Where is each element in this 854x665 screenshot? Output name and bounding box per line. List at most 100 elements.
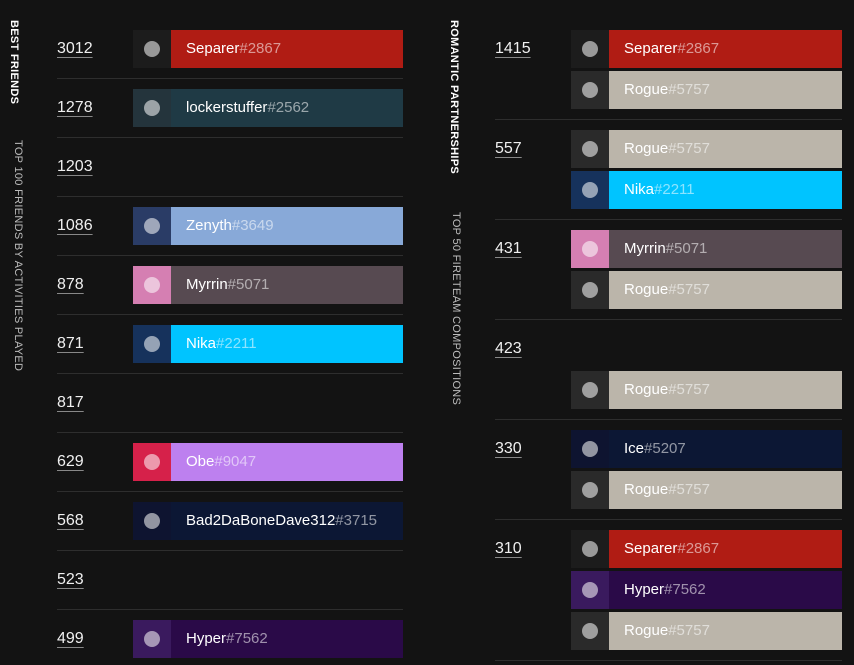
player-emblem[interactable] — [571, 571, 609, 609]
player-card[interactable]: Rogue#5757 — [609, 612, 842, 650]
player-card[interactable]: Rogue#5757 — [609, 71, 842, 109]
player-emblem[interactable] — [571, 30, 609, 68]
player-name: Rogue — [624, 481, 669, 498]
player-emblem[interactable] — [133, 325, 171, 363]
player-card[interactable]: Hyper#7562 — [171, 620, 403, 658]
player-name: Zenyth — [186, 217, 232, 234]
player-tag: #7562 — [664, 581, 706, 598]
activity-count: 568 — [57, 512, 84, 529]
player-emblem[interactable] — [133, 502, 171, 540]
separator — [495, 660, 842, 661]
player-card[interactable]: Ice#5207 — [609, 430, 842, 468]
player-emblem[interactable] — [571, 612, 609, 650]
player-card[interactable]: Zenyth#3649 — [171, 207, 403, 245]
player-emblem[interactable] — [133, 266, 171, 304]
player-tag: #3649 — [231, 217, 274, 234]
player-tag: #5757 — [668, 381, 710, 398]
player-card[interactable]: Rogue#5757 — [609, 371, 842, 409]
player-emblem[interactable] — [571, 371, 609, 409]
activity-count: 310 — [495, 540, 522, 557]
player-emblem[interactable] — [133, 207, 171, 245]
separator — [57, 609, 403, 610]
player-tag: #5071 — [665, 240, 708, 257]
player-tag: #5757 — [668, 281, 710, 298]
section-title: ROMANTIC PARTNERSHIPS — [448, 20, 460, 174]
player-emblem[interactable] — [133, 443, 171, 481]
player-emblem[interactable] — [133, 620, 171, 658]
player-card[interactable]: Nika#2211 — [171, 325, 403, 363]
activity-count: 817 — [57, 394, 84, 411]
activity-count: 1415 — [495, 40, 531, 57]
player-tag: #5757 — [668, 622, 710, 639]
player-emblem[interactable] — [571, 230, 609, 268]
player-tag: #5207 — [644, 440, 686, 457]
player-name: Myrrin — [186, 276, 228, 293]
separator — [495, 419, 842, 420]
player-tag: #2211 — [216, 335, 257, 352]
player-emblem[interactable] — [571, 130, 609, 168]
activity-count: 878 — [57, 276, 84, 293]
player-tag: #5071 — [227, 276, 270, 293]
separator — [57, 432, 403, 433]
player-name: Separer — [624, 540, 678, 557]
activity-count: 499 — [57, 630, 84, 647]
player-card[interactable]: Myrrin#5071 — [171, 266, 403, 304]
section-subtitle: TOP 100 FRIENDS BY ACTIVITIES PLAYED — [12, 140, 24, 372]
player-tag: #2562 — [267, 99, 310, 116]
section-subtitle: TOP 50 FIRETEAM COMPOSITIONS — [450, 212, 462, 406]
player-card[interactable]: Rogue#5757 — [609, 471, 842, 509]
player-card[interactable]: Myrrin#5071 — [609, 230, 842, 268]
player-name: Separer — [186, 40, 240, 57]
player-card[interactable]: Separer#2867 — [171, 30, 403, 68]
activity-count: 330 — [495, 440, 522, 457]
player-emblem[interactable] — [571, 430, 609, 468]
player-card[interactable]: Bad2DaBoneDave312#3715 — [171, 502, 403, 540]
player-name: Separer — [624, 40, 678, 57]
player-tag: #5757 — [668, 481, 710, 498]
player-name: Nika — [186, 335, 217, 352]
separator — [57, 314, 403, 315]
player-name: Rogue — [624, 622, 669, 639]
activity-count: 3012 — [57, 40, 93, 57]
separator — [57, 196, 403, 197]
player-tag: #2867 — [677, 540, 720, 557]
player-tag: #5757 — [668, 81, 710, 98]
player-card[interactable]: Separer#2867 — [609, 530, 842, 568]
player-emblem[interactable] — [571, 530, 609, 568]
player-emblem[interactable] — [571, 271, 609, 309]
player-card[interactable]: Nika#2211 — [609, 171, 842, 209]
player-emblem[interactable] — [133, 30, 171, 68]
activity-count: 431 — [495, 240, 522, 257]
player-emblem[interactable] — [133, 89, 171, 127]
player-card[interactable]: Rogue#5757 — [609, 271, 842, 309]
activity-count: 423 — [495, 340, 522, 357]
player-card[interactable]: Rogue#5757 — [609, 130, 842, 168]
activity-count: 629 — [57, 453, 84, 470]
activity-count: 1203 — [57, 158, 93, 175]
activity-count: 523 — [57, 571, 84, 588]
separator — [57, 491, 403, 492]
player-tag: #9047 — [214, 453, 257, 470]
player-name: Obe — [186, 453, 215, 470]
player-tag: #7562 — [226, 630, 268, 647]
player-name: Hyper — [186, 630, 227, 647]
separator — [57, 255, 403, 256]
activity-count: 557 — [495, 140, 522, 157]
player-card[interactable]: Hyper#7562 — [609, 571, 842, 609]
player-name: Nika — [624, 181, 655, 198]
player-card[interactable]: Obe#9047 — [171, 443, 403, 481]
activity-count: 871 — [57, 335, 84, 352]
player-name: Rogue — [624, 81, 669, 98]
player-emblem[interactable] — [571, 71, 609, 109]
separator — [495, 319, 842, 320]
separator — [57, 373, 403, 374]
player-card[interactable]: lockerstuffer#2562 — [171, 89, 403, 127]
player-tag: #2867 — [239, 40, 282, 57]
player-name: lockerstuffer — [186, 99, 268, 116]
player-name: Rogue — [624, 281, 669, 298]
player-emblem[interactable] — [571, 471, 609, 509]
separator — [57, 550, 403, 551]
player-emblem[interactable] — [571, 171, 609, 209]
player-card[interactable]: Separer#2867 — [609, 30, 842, 68]
